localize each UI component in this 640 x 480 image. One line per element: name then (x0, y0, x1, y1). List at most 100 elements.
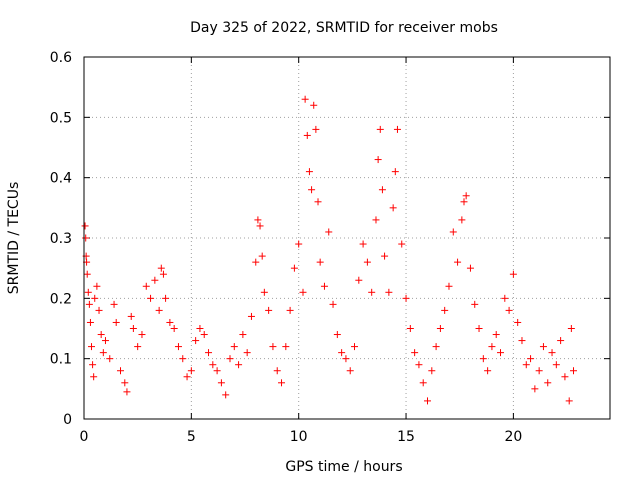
data-point (166, 318, 174, 326)
data-point (205, 349, 213, 357)
plot-frame (83, 56, 611, 420)
data-point (247, 312, 255, 320)
grid (84, 57, 610, 419)
data-point (127, 312, 135, 320)
data-point (101, 337, 109, 345)
data-point (402, 294, 410, 302)
data-point (415, 361, 423, 369)
data-point (286, 306, 294, 314)
data-points (81, 95, 578, 405)
data-point (226, 355, 234, 363)
data-point (570, 367, 578, 375)
data-point (162, 294, 170, 302)
data-point (320, 282, 328, 290)
data-point (484, 367, 492, 375)
data-point (85, 300, 93, 308)
data-point (91, 294, 99, 302)
data-point (333, 331, 341, 339)
data-point (436, 325, 444, 332)
data-point (157, 264, 165, 272)
data-point (82, 234, 90, 242)
data-point (466, 264, 474, 272)
data-point (393, 125, 401, 133)
data-point (142, 282, 150, 290)
data-point (305, 168, 313, 176)
data-point (200, 331, 208, 339)
data-point (116, 367, 124, 375)
data-point (488, 343, 496, 351)
data-point (378, 186, 386, 194)
data-point (310, 101, 318, 109)
data-point (89, 361, 97, 369)
data-point (282, 343, 290, 351)
x-axis-label: GPS time / hours (285, 459, 402, 475)
data-point (479, 355, 487, 363)
x-tick-label: 20 (504, 429, 522, 445)
data-point (179, 355, 187, 363)
data-point (518, 337, 526, 345)
data-point (93, 282, 101, 290)
data-point (110, 300, 118, 308)
data-point (329, 300, 337, 308)
data-point (83, 270, 91, 278)
tick-labels: 0 5 10 15 20 0 0.1 0.2 0.3 0.4 0.5 0.6 (50, 50, 523, 445)
data-point (535, 367, 543, 375)
data-point (398, 240, 406, 248)
data-point (492, 331, 500, 339)
data-point (346, 367, 354, 375)
data-point (312, 125, 320, 133)
y-tick-label: 0.2 (50, 291, 72, 307)
data-point (391, 168, 399, 176)
x-tick-label: 5 (187, 429, 196, 445)
data-point (196, 325, 204, 332)
data-point (428, 367, 436, 375)
y-tick-label: 0.5 (50, 110, 72, 126)
data-point (138, 331, 146, 339)
data-point (243, 349, 251, 357)
data-point (419, 379, 427, 387)
y-tick-label: 0.6 (50, 50, 72, 66)
data-point (213, 367, 221, 375)
data-point (372, 216, 380, 224)
data-point (299, 288, 307, 296)
data-point (509, 270, 517, 278)
data-point (235, 361, 243, 369)
data-point (389, 204, 397, 212)
data-point (121, 379, 129, 387)
data-point (90, 373, 98, 381)
data-point (432, 343, 440, 351)
y-axis-label: SRMTID / TECUs (6, 182, 22, 295)
data-point (497, 349, 505, 357)
data-point (254, 216, 262, 224)
data-point (475, 325, 483, 332)
chart-title: Day 325 of 2022, SRMTID for receiver mob… (190, 20, 498, 36)
data-point (531, 385, 539, 393)
data-point (565, 397, 573, 405)
data-point (308, 186, 316, 194)
data-point (265, 306, 273, 314)
data-point (95, 306, 103, 314)
data-point (99, 349, 107, 357)
data-point (471, 300, 479, 308)
data-point (514, 318, 522, 326)
data-point (557, 337, 565, 345)
data-point (303, 131, 311, 139)
x-tick-label: 15 (397, 429, 415, 445)
data-point (338, 349, 346, 357)
data-point (363, 258, 371, 266)
data-point (134, 343, 142, 351)
data-point (123, 388, 131, 396)
data-point (183, 373, 191, 381)
data-point (368, 288, 376, 296)
y-tick-label: 0 (63, 412, 72, 428)
x-tick-label: 10 (290, 429, 308, 445)
data-point (462, 192, 470, 200)
data-point (239, 331, 247, 339)
data-point (561, 373, 569, 381)
data-point (359, 240, 367, 248)
data-point (567, 325, 575, 332)
data-point (147, 294, 155, 302)
data-point (290, 264, 298, 272)
data-point (81, 222, 89, 230)
data-point (316, 258, 324, 266)
